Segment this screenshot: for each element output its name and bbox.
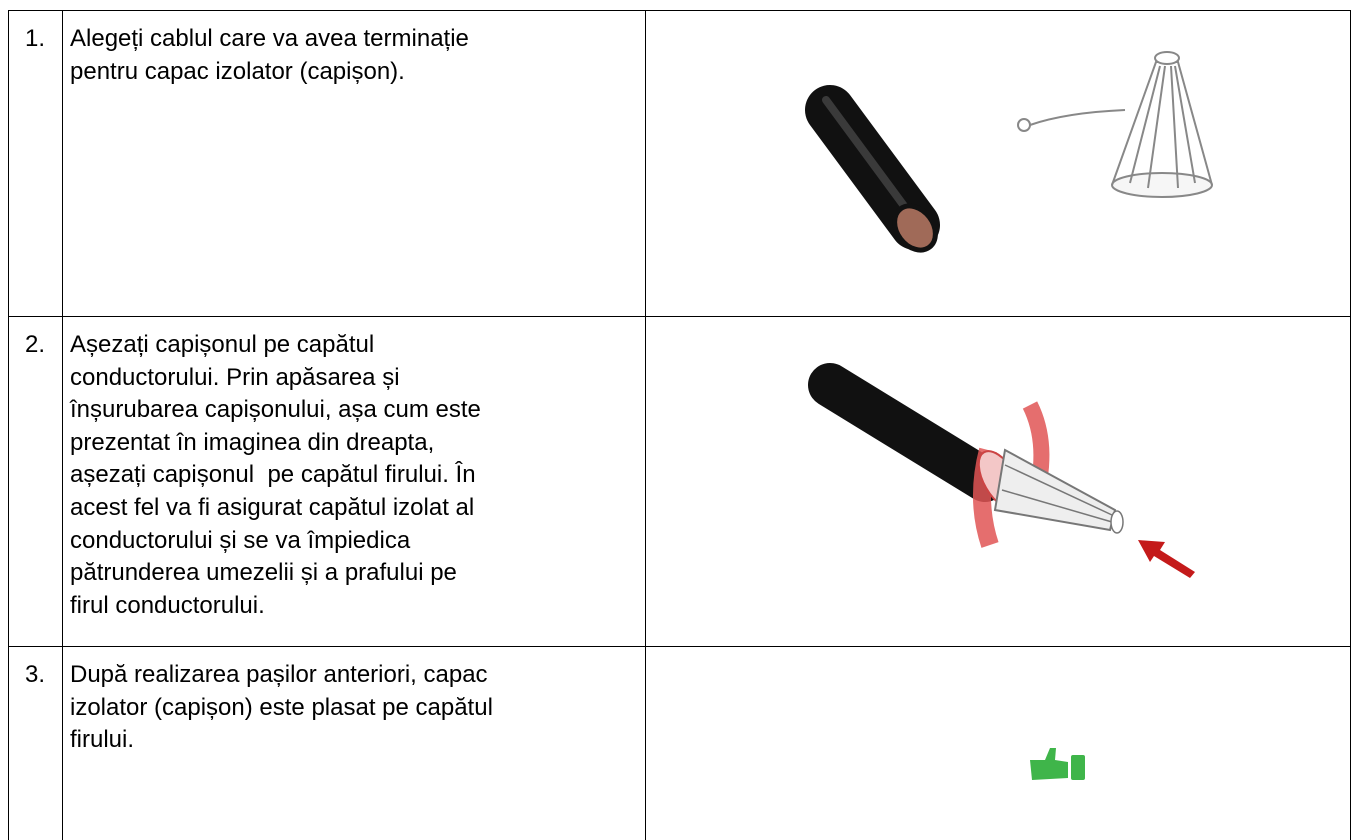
step-text: prezentat în imaginea din dreapta, <box>70 428 435 456</box>
step-text: înșurubarea capișonului, așa cum este <box>70 396 481 424</box>
table-border <box>8 10 1351 11</box>
mounting-image <box>808 363 1195 578</box>
step-text: conductorului și se va împiedica <box>70 526 411 554</box>
table-border <box>645 10 646 840</box>
step-text: Alegeți cablul care va avea terminație <box>70 25 469 52</box>
step-text: După realizarea pașilor anteriori, capac <box>70 661 488 688</box>
thumbs-up-icon <box>1030 748 1085 780</box>
table-border <box>8 316 1351 317</box>
cable-image <box>805 85 940 253</box>
step-number: 2. <box>25 331 46 358</box>
table-border <box>62 10 63 840</box>
step-number: 1. <box>25 25 46 52</box>
step-text: conductorului. Prin apăsarea și <box>70 363 400 391</box>
table-border <box>8 646 1351 647</box>
step-text: firul conductorului. <box>70 591 265 619</box>
table-border <box>8 10 9 840</box>
table-border <box>1350 10 1351 840</box>
step-text: așezați capișonul pe capătul firului. În <box>70 461 476 489</box>
step-number: 3. <box>25 661 46 688</box>
step-text: pătrunderea umezelii și a prafului pe <box>70 559 457 587</box>
cap-image <box>1017 51 1213 198</box>
step-text: izolator (capișon) este plasat pe capătu… <box>70 693 493 721</box>
step-text: acest fel va fi asigurat capătul izolat … <box>70 494 475 521</box>
step-text: firului. <box>70 726 135 754</box>
step-text: pentru capac izolator (capișon). <box>70 57 405 85</box>
step-text: Așezați capișonul pe capătul <box>70 331 375 358</box>
